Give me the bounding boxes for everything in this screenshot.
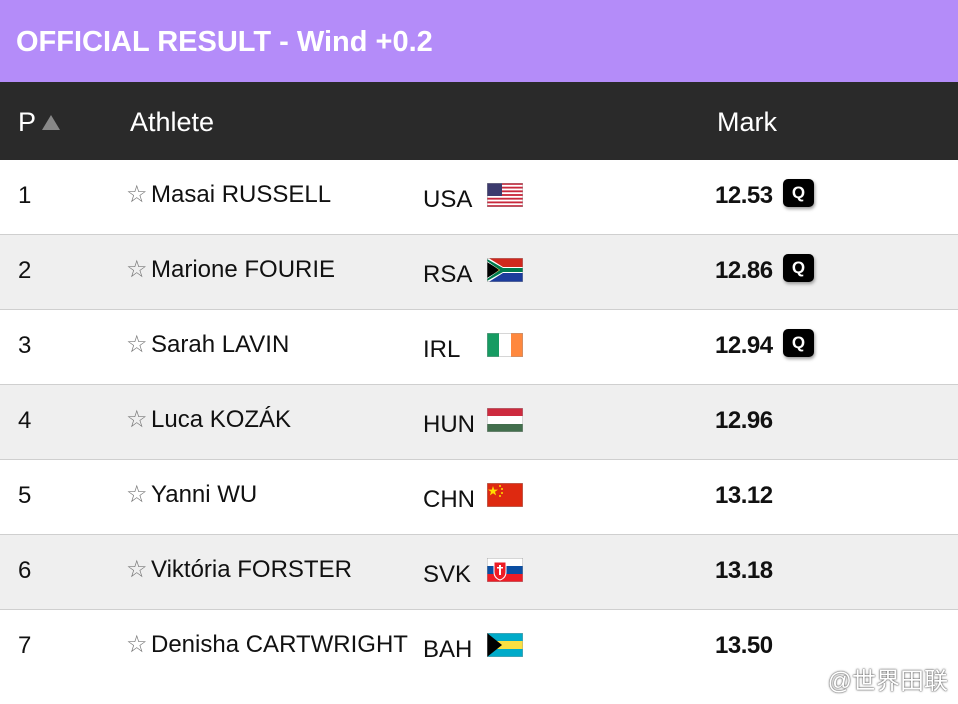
athlete-name: Masai RUSSELL bbox=[151, 181, 332, 208]
country-code: CHN bbox=[423, 486, 475, 513]
favorite-star[interactable]: ☆ bbox=[126, 256, 148, 283]
flag-icon bbox=[486, 407, 524, 433]
mark: 12.94 bbox=[715, 332, 773, 359]
flag bbox=[486, 632, 524, 658]
country-code: BAH bbox=[423, 636, 473, 663]
favorite-star[interactable]: ☆ bbox=[126, 631, 148, 658]
col-athlete[interactable]: Athlete bbox=[130, 82, 214, 162]
favorite-star[interactable]: ☆ bbox=[126, 556, 148, 583]
place: 6 bbox=[18, 557, 32, 584]
athlete-name: Luca KOZÁK bbox=[151, 406, 292, 433]
mark: 13.18 bbox=[715, 557, 773, 584]
flag bbox=[486, 257, 524, 283]
col-label: Mark bbox=[717, 107, 777, 137]
place: 3 bbox=[18, 332, 32, 359]
result-row: 7 ☆ Denisha CARTWRIGHT BAH 13.50 bbox=[0, 610, 958, 704]
sort-icon bbox=[42, 115, 61, 130]
athlete-name: Yanni WU bbox=[151, 481, 258, 508]
qualifier-badge: Q bbox=[783, 254, 814, 282]
favorite-star[interactable]: ☆ bbox=[126, 481, 148, 508]
athlete-name: Denisha CARTWRIGHT bbox=[151, 631, 408, 658]
flag-icon bbox=[486, 632, 524, 658]
flag bbox=[486, 557, 524, 583]
mark: 12.86 bbox=[715, 257, 773, 284]
athlete-name: Sarah LAVIN bbox=[151, 331, 290, 358]
mark: 13.12 bbox=[715, 482, 773, 509]
col-label: Athlete bbox=[130, 107, 215, 137]
flag-icon bbox=[486, 332, 524, 358]
flag bbox=[486, 482, 524, 508]
favorite-star[interactable]: ☆ bbox=[126, 406, 148, 433]
result-row: 2 ☆ Marione FOURIE RSA 12.86 Q bbox=[0, 235, 958, 310]
favorite-star[interactable]: ☆ bbox=[126, 181, 148, 208]
qualifier-badge: Q bbox=[783, 329, 814, 357]
place: 2 bbox=[18, 257, 32, 284]
col-mark[interactable]: Mark bbox=[717, 82, 777, 162]
col-label: P bbox=[18, 107, 37, 137]
place: 1 bbox=[18, 182, 32, 209]
table-body: 1 ☆ Masai RUSSELL USA 12.53 Q 2 ☆ Marione FOURIE… bbox=[0, 160, 958, 704]
athlete-name: Marione FOURIE bbox=[151, 256, 336, 283]
place: 7 bbox=[18, 632, 32, 659]
flag-icon bbox=[486, 557, 524, 583]
result-row: 6 ☆ Viktória FORSTER SVK 13.18 bbox=[0, 535, 958, 610]
qualifier-badge: Q bbox=[783, 179, 814, 207]
title-bar: OFFICIAL RESULT - Wind +0.2 bbox=[0, 0, 958, 82]
flag-icon bbox=[486, 182, 524, 208]
flag bbox=[486, 407, 524, 433]
mark: 12.53 bbox=[715, 182, 773, 209]
country-code: RSA bbox=[423, 261, 473, 288]
flag bbox=[486, 182, 524, 208]
title: OFFICIAL RESULT - Wind +0.2 bbox=[16, 26, 433, 58]
place: 4 bbox=[18, 407, 32, 434]
mark: 13.50 bbox=[715, 632, 773, 659]
result-row: 3 ☆ Sarah LAVIN IRL 12.94 Q bbox=[0, 310, 958, 385]
table-header: P Athlete Mark bbox=[0, 82, 958, 160]
flag-icon bbox=[486, 257, 524, 283]
favorite-star[interactable]: ☆ bbox=[126, 331, 148, 358]
place: 5 bbox=[18, 482, 32, 509]
watermark: @世界田联 bbox=[827, 668, 948, 695]
col-place[interactable]: P bbox=[18, 82, 61, 162]
flag bbox=[486, 332, 524, 358]
result-row: 4 ☆ Luca KOZÁK HUN 12.96 bbox=[0, 385, 958, 460]
athlete-name: Viktória FORSTER bbox=[151, 556, 352, 583]
country-code: USA bbox=[423, 186, 473, 213]
result-row: 1 ☆ Masai RUSSELL USA 12.53 Q bbox=[0, 160, 958, 235]
country-code: SVK bbox=[423, 561, 472, 588]
country-code: IRL bbox=[423, 336, 461, 363]
country-code: HUN bbox=[423, 411, 475, 438]
mark: 12.96 bbox=[715, 407, 773, 434]
result-row: 5 ☆ Yanni WU CHN 13.12 bbox=[0, 460, 958, 535]
flag-icon bbox=[486, 482, 524, 508]
